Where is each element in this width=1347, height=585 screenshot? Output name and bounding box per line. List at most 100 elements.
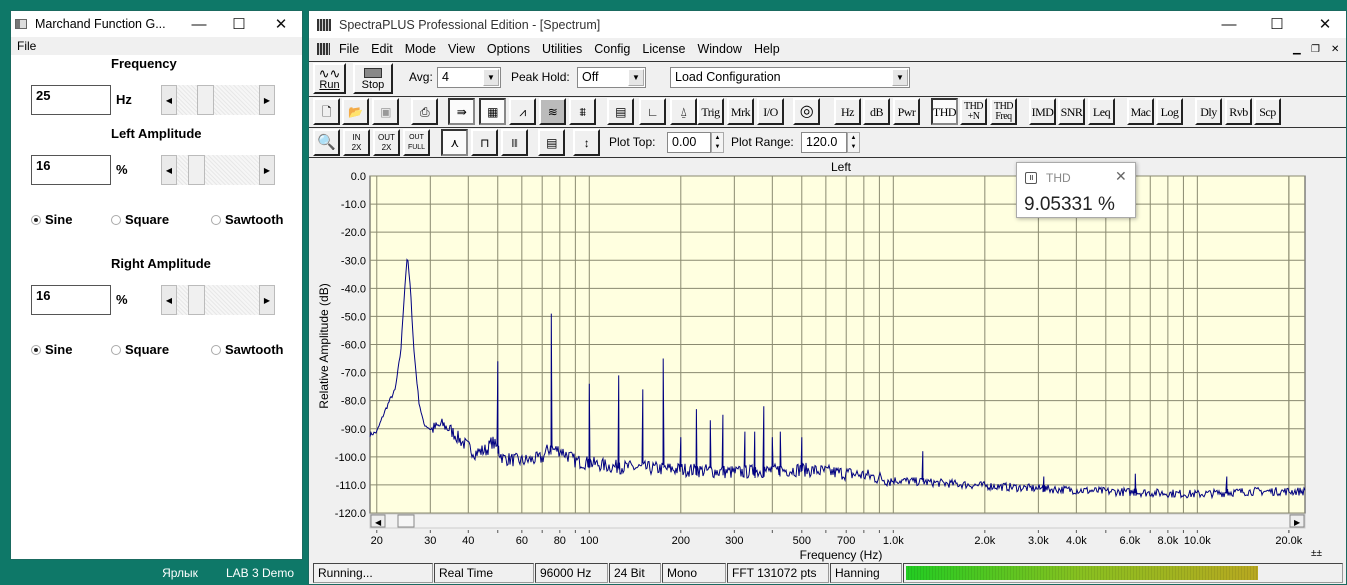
mdi-restore-button[interactable]: ❐: [1311, 43, 1320, 55]
scroll-right-arrow-icon[interactable]: ▶: [259, 155, 275, 185]
mac-button[interactable]: Mac: [1127, 98, 1154, 125]
signal-flow-icon[interactable]: ⇛: [448, 98, 475, 125]
zoom-icon[interactable]: 🔍: [313, 129, 340, 156]
save-disk-icon[interactable]: ▣: [372, 98, 399, 125]
slider-thumb[interactable]: [188, 285, 205, 315]
zoom-out-2x-icon[interactable]: OUT 2X: [373, 129, 400, 156]
slider-thumb[interactable]: [197, 85, 214, 115]
step-plot-icon[interactable]: ⊓: [471, 129, 498, 156]
scroll-right-arrow-icon[interactable]: ▶: [259, 85, 275, 115]
desktop-icon-label[interactable]: Ярлык: [162, 566, 198, 580]
printer-icon[interactable]: ⎙: [411, 98, 438, 125]
dly-button[interactable]: Dly: [1195, 98, 1222, 125]
snr-button[interactable]: SNR: [1058, 98, 1085, 125]
right-sawtooth-radio[interactable]: Sawtooth: [211, 342, 284, 357]
right-square-radio[interactable]: Square: [111, 342, 169, 357]
mdi-close-button[interactable]: ✕: [1331, 43, 1340, 55]
leq-button[interactable]: Leq: [1088, 98, 1115, 125]
bar-plot-icon[interactable]: ǁǁ: [501, 129, 528, 156]
desktop-icon-label[interactable]: LAB 3 Demo: [225, 566, 295, 580]
hz-button[interactable]: Hz: [834, 98, 861, 125]
configuration-select[interactable]: Load Configuration ▼: [670, 67, 910, 88]
rvb-button[interactable]: Rvb: [1225, 98, 1252, 125]
thd-button[interactable]: THD: [931, 98, 958, 125]
menu-config[interactable]: Config: [594, 42, 631, 56]
zoom-in-2x-icon[interactable]: IN 2X: [343, 129, 370, 156]
menu-mode[interactable]: Mode: [404, 42, 436, 56]
title-bar[interactable]: SpectraPLUS Professional Edition - [Spec…: [309, 11, 1346, 38]
menu-options[interactable]: Options: [486, 42, 530, 56]
zoom-out-full-icon[interactable]: OUT FULL: [403, 129, 430, 156]
scrollbar-thumb[interactable]: [397, 514, 415, 528]
maximize-button[interactable]: ☐: [1270, 16, 1284, 33]
menu-edit[interactable]: Edit: [371, 42, 393, 56]
window-layout-icon[interactable]: ▤: [607, 98, 634, 125]
trig-button[interactable]: Trig: [697, 98, 724, 125]
left-square-radio[interactable]: Square: [111, 212, 169, 227]
left-sine-radio[interactable]: Sine: [31, 212, 72, 227]
sine-generator-icon[interactable]: ◎: [793, 98, 820, 125]
new-file-icon[interactable]: 🗋: [313, 98, 340, 125]
slider-thumb[interactable]: [188, 155, 205, 185]
pwr-button[interactable]: Pwr: [893, 98, 920, 125]
close-icon[interactable]: ✕: [1115, 168, 1127, 184]
scroll-left-arrow-icon[interactable]: ◀: [161, 285, 177, 315]
right-sine-radio[interactable]: Sine: [31, 342, 72, 357]
log-button[interactable]: Log: [1156, 98, 1183, 125]
scroll-left-arrow-icon[interactable]: ◀: [161, 85, 177, 115]
line-plot-icon[interactable]: ⋏: [441, 129, 468, 156]
db-button[interactable]: dB: [863, 98, 890, 125]
menu-view[interactable]: View: [447, 42, 475, 56]
left-amplitude-slider[interactable]: ◀ ▶: [161, 155, 275, 185]
plot-top-input[interactable]: 0.00: [667, 132, 711, 153]
close-button[interactable]: ✕: [274, 16, 288, 33]
minimize-button[interactable]: —: [191, 15, 207, 33]
window-layout-icon[interactable]: ▤: [538, 129, 565, 156]
spectrogram-icon[interactable]: ≋: [539, 98, 566, 125]
maximize-button[interactable]: ☐: [232, 16, 246, 33]
axis-icon[interactable]: ∟: [639, 98, 666, 125]
scroll-right-arrow-icon[interactable]: ▶: [259, 285, 275, 315]
frequency-input[interactable]: 25: [31, 85, 111, 115]
menu-help[interactable]: Help: [753, 42, 780, 56]
plot-range-input[interactable]: 120.0: [801, 132, 847, 153]
close-button[interactable]: ✕: [1318, 16, 1332, 33]
mdi-minimize-button[interactable]: ▁: [1293, 43, 1301, 55]
probe-icon[interactable]: ⍙: [670, 98, 697, 125]
menu-file[interactable]: File: [17, 39, 37, 53]
scroll-left-arrow-icon[interactable]: [370, 514, 386, 528]
sawtooth-icon[interactable]: ⩘: [509, 98, 536, 125]
menu-file[interactable]: File: [339, 42, 360, 56]
thd-n-button[interactable]: THD +N: [960, 98, 987, 125]
run-button[interactable]: ∿∿ Run: [313, 63, 346, 94]
plot-top-spinner[interactable]: ▲ ▼: [711, 132, 724, 153]
peak-hold-select[interactable]: Off ▼: [577, 67, 646, 88]
right-amplitude-slider[interactable]: ◀ ▶: [161, 285, 275, 315]
menu-utilities[interactable]: Utilities: [541, 42, 583, 56]
scroll-left-arrow-icon[interactable]: ◀: [161, 155, 177, 185]
horizontal-scrollbar[interactable]: ◀ ▶: [369, 513, 1306, 529]
spectrum-grid-icon[interactable]: ▦: [479, 98, 506, 125]
zoom-plus-minus-icon[interactable]: ±±: [1311, 548, 1322, 559]
imd-button[interactable]: IMD: [1029, 98, 1056, 125]
minimize-button[interactable]: —: [1221, 15, 1237, 33]
frequency-slider[interactable]: ◀ ▶: [161, 85, 275, 115]
thd-freq-button[interactable]: THD Freq: [990, 98, 1017, 125]
title-bar[interactable]: Marchand Function G...: [11, 11, 302, 37]
stop-button[interactable]: Stop: [353, 63, 393, 94]
autoscale-icon[interactable]: ↕: [573, 129, 600, 156]
mrk-button[interactable]: Mrk: [727, 98, 754, 125]
3d-surface-icon[interactable]: ⩩: [569, 98, 596, 125]
menu-license[interactable]: License: [642, 42, 686, 56]
menu-window[interactable]: Window: [697, 42, 742, 56]
scrollbar-track[interactable]: [369, 513, 1306, 529]
open-folder-icon[interactable]: 📂: [342, 98, 369, 125]
avg-select[interactable]: 4 ▼: [437, 67, 501, 88]
io-button[interactable]: I/O: [757, 98, 784, 125]
plot-range-spinner[interactable]: ▲ ▼: [847, 132, 860, 153]
scp-button[interactable]: Scp: [1254, 98, 1281, 125]
left-amplitude-input[interactable]: 16: [31, 155, 111, 185]
right-amplitude-input[interactable]: 16: [31, 285, 111, 315]
left-sawtooth-radio[interactable]: Sawtooth: [211, 212, 284, 227]
scroll-right-arrow-icon[interactable]: [1289, 514, 1305, 528]
